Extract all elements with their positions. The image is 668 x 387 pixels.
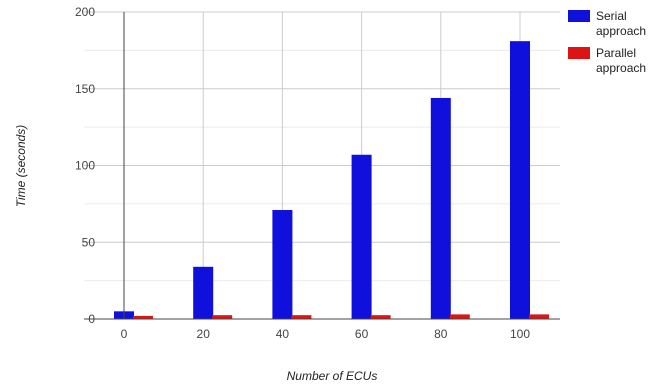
bar-parallel-60 <box>370 315 391 319</box>
legend-label-serial: Serial approach <box>596 9 646 38</box>
bar-parallel-80 <box>449 314 470 319</box>
legend-swatch-parallel <box>568 47 590 59</box>
bar-serial-60 <box>351 154 372 319</box>
y-tick-label: 150 <box>75 82 95 96</box>
x-axis-title: Number of ECUs <box>287 369 378 383</box>
y-tick-label: 200 <box>75 5 95 19</box>
y-tick-label: 0 <box>88 312 95 326</box>
x-tick-label: 80 <box>434 327 448 341</box>
x-tick-label: 60 <box>355 327 369 341</box>
bars <box>114 41 549 320</box>
y-tick-labels: 0 50 100 150 200 <box>75 5 95 326</box>
y-axis-title: Time (seconds) <box>14 125 28 208</box>
x-tick-label: 40 <box>276 327 290 341</box>
gridlines <box>84 11 560 319</box>
x-tick-label: 0 <box>121 327 128 341</box>
y-tick-label: 100 <box>75 159 95 173</box>
x-tick-labels: 0 20 40 60 80 100 <box>121 327 531 341</box>
x-tick-label: 20 <box>197 327 211 341</box>
bar-serial-40 <box>272 210 293 319</box>
legend-swatch-serial <box>568 10 590 22</box>
bar-serial-100 <box>510 41 530 319</box>
legend-label-parallel: Parallel approach <box>596 46 646 75</box>
bar-serial-80 <box>430 97 451 320</box>
bar-parallel-20 <box>212 315 233 319</box>
bar-parallel-100 <box>529 314 549 319</box>
bar-serial-20 <box>193 266 214 319</box>
axes <box>84 12 560 320</box>
x-tick-label: 100 <box>510 327 530 341</box>
y-tick-label: 50 <box>82 235 96 249</box>
bar-parallel-0 <box>133 315 153 319</box>
legend: Serial approach Parallel approach <box>568 9 646 75</box>
bar-parallel-40 <box>291 315 312 319</box>
